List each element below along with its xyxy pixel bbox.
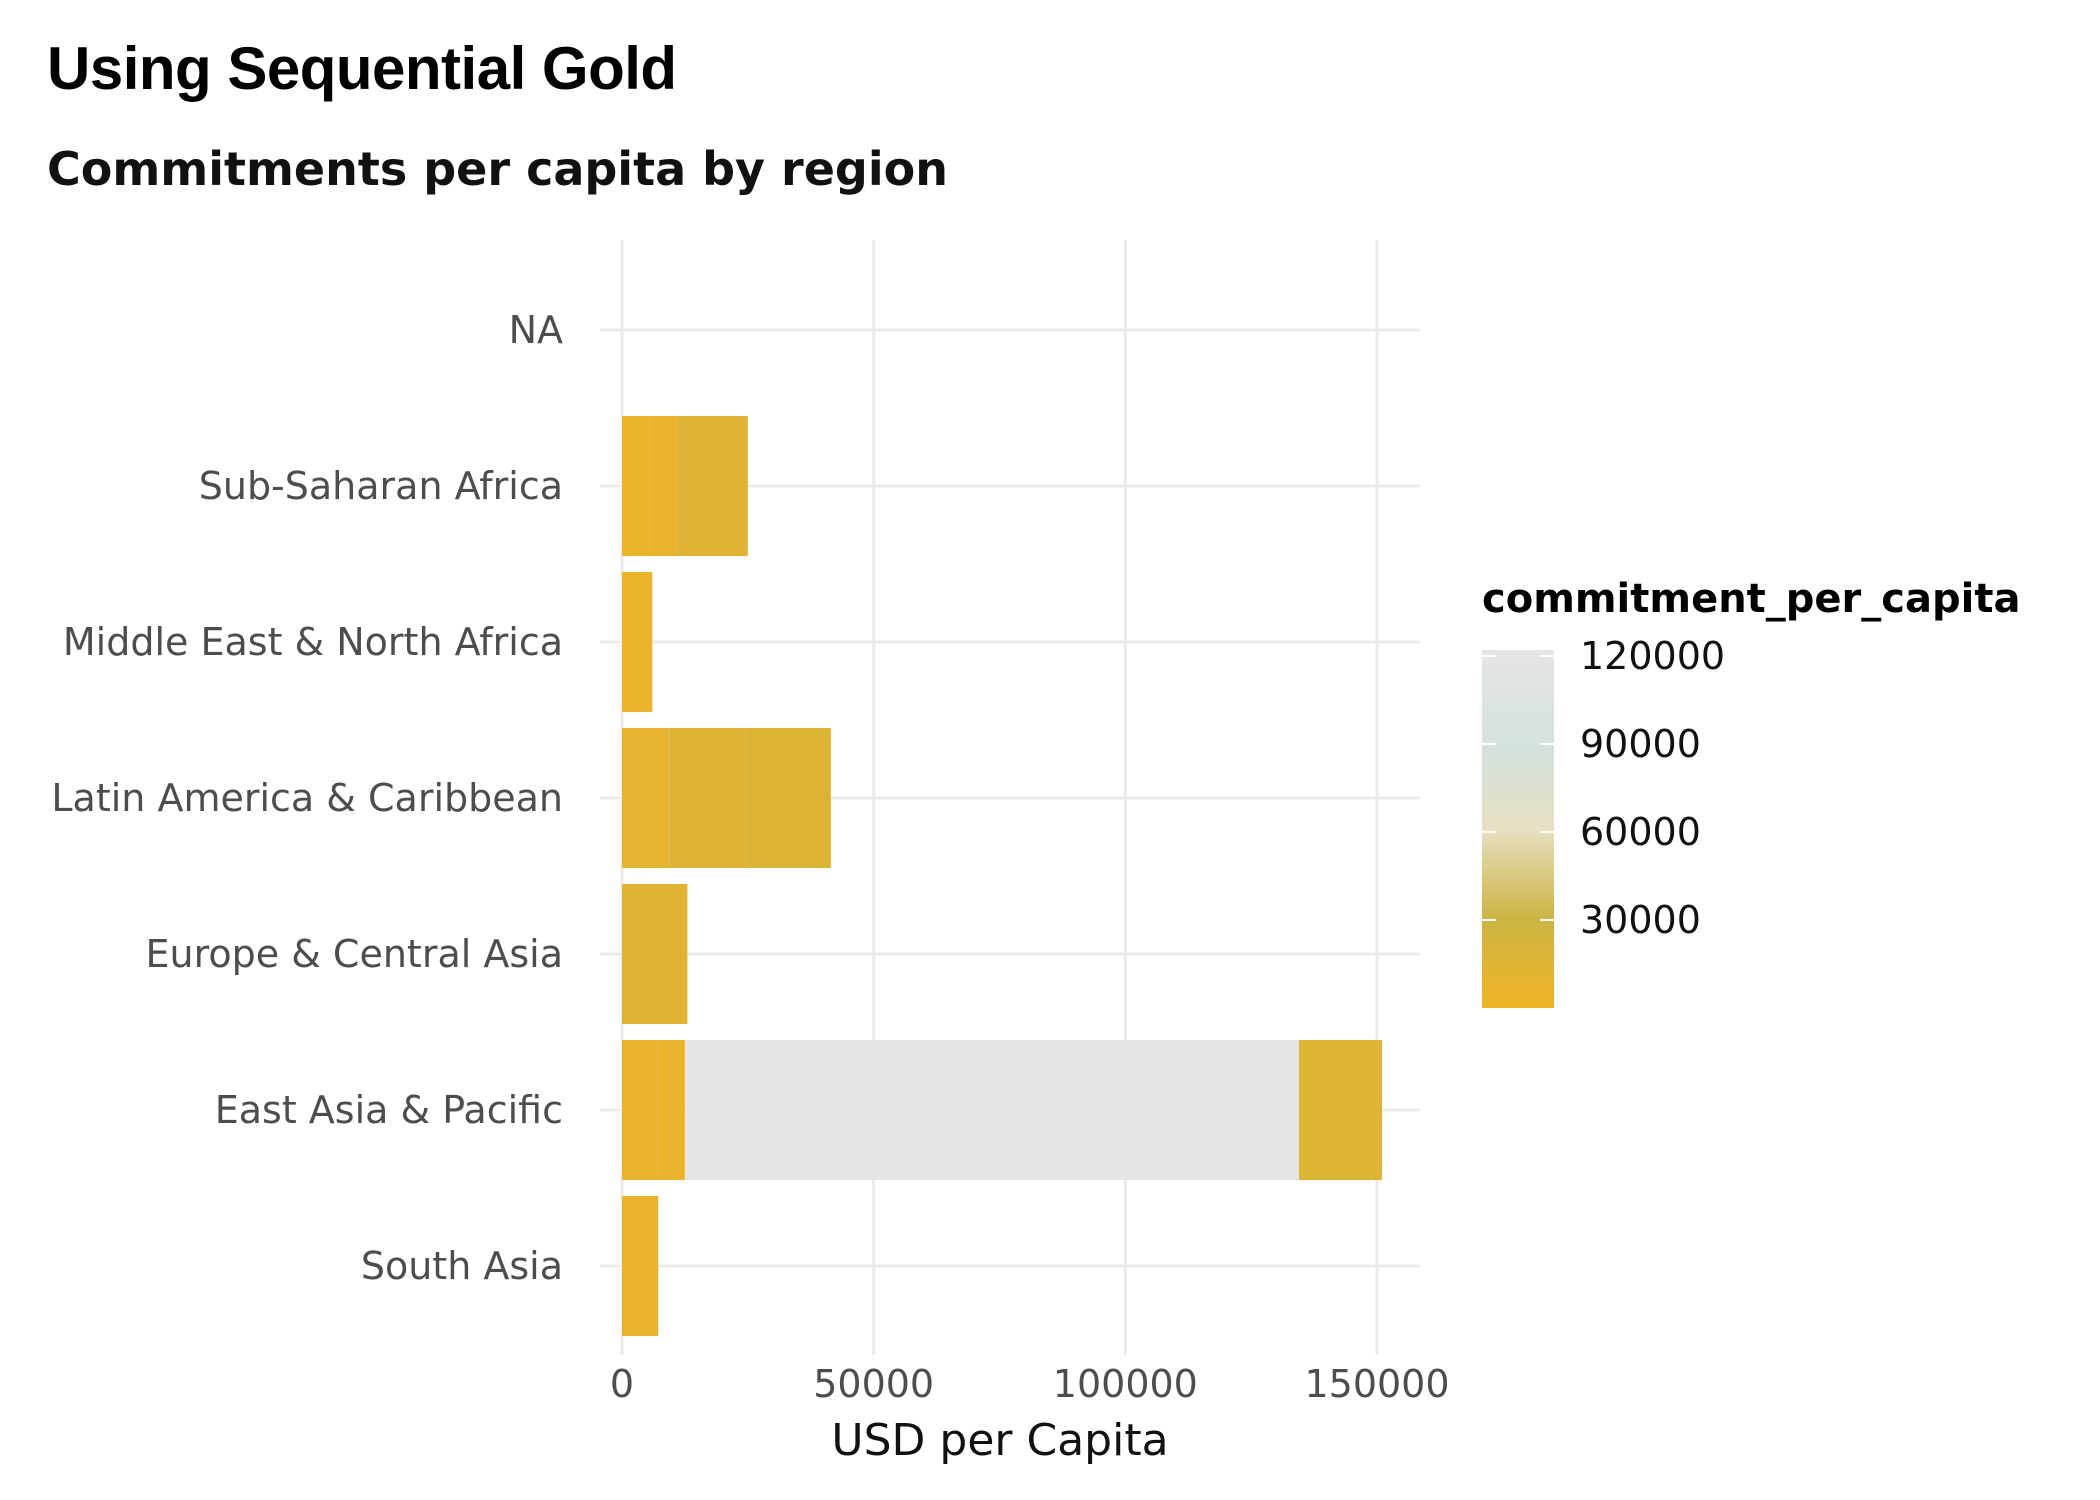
legend-colorbar [1482,650,1554,1008]
bar-segment [649,416,678,556]
legend-tick-label: 60000 [1580,810,1701,854]
y-tick-label: Latin America & Caribbean [51,776,563,820]
bar-segment [657,1040,685,1180]
x-axis-title: USD per Capita [831,1415,1168,1466]
y-tick-label: Europe & Central Asia [146,932,564,976]
x-tick-label: 50000 [813,1362,934,1406]
bar-segment [629,572,653,712]
x-tick-label: 100000 [1053,1362,1198,1406]
chart-subtitle: Commitments per capita by region [47,142,948,196]
bar-segment [629,416,650,556]
bar-segment [622,572,630,712]
x-axis-ticks: 0 50000 100000 150000 [610,1362,1450,1406]
bar-segment [622,1196,659,1336]
y-tick-label: Sub-Saharan Africa [199,464,563,508]
legend: commitment_per_capita 120000 90000 60000 30… [1482,576,2020,1008]
y-tick-label: East Asia & Pacific [215,1088,563,1132]
legend-tick-label: 90000 [1580,722,1701,766]
bar-segment [684,1040,1299,1180]
bar-segment [622,884,688,1024]
chart-title: Using Sequential Gold [47,35,677,102]
bar-segment [622,1040,658,1180]
legend-tick-label: 30000 [1580,898,1701,942]
bars [622,416,1383,1336]
bar-segment [622,728,670,868]
bar-segment [677,416,748,556]
bar-segment [1298,1040,1383,1180]
y-tick-label: NA [509,308,563,352]
y-tick-label: South Asia [361,1244,563,1288]
legend-title: commitment_per_capita [1482,576,2020,622]
y-tick-label: Middle East & North Africa [63,620,563,664]
legend-tick-label: 120000 [1580,634,1725,678]
bar-segment [669,728,746,868]
y-axis-ticks: NA Sub-Saharan Africa Middle East & North … [51,308,563,1288]
bar-segment [745,728,831,868]
x-tick-label: 150000 [1304,1362,1449,1406]
x-tick-label: 0 [610,1362,634,1406]
bar-segment [622,416,630,556]
